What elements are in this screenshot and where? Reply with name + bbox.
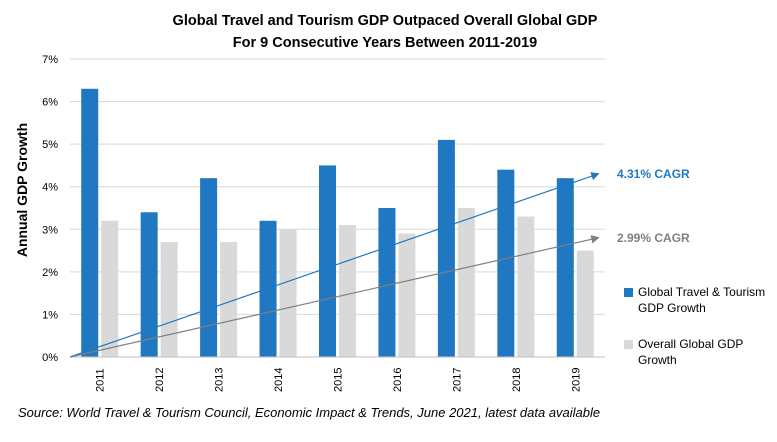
y-tick-label: 5% xyxy=(42,139,58,151)
bar-global-2017 xyxy=(457,208,475,357)
bar-travel-2013 xyxy=(200,178,218,357)
bar-travel-2018 xyxy=(497,169,515,357)
bar-global-2019 xyxy=(576,250,594,357)
y-tick-label: 1% xyxy=(42,309,58,321)
y-tick-label: 2% xyxy=(42,267,58,279)
x-tick-label: 2017 xyxy=(451,368,463,392)
bar-global-2014 xyxy=(279,229,297,357)
x-tick-label: 2014 xyxy=(273,368,285,392)
legend-label-travel: Global Travel & Tourism GDP Growth xyxy=(638,285,766,315)
y-tick-label: 7% xyxy=(42,54,58,66)
cagr-label-global: 2.99% CAGR xyxy=(617,231,690,245)
bar-travel-2015 xyxy=(319,165,336,357)
chart-title-line-1: Global Travel and Tourism GDP Outpaced O… xyxy=(172,13,598,29)
x-tick-label: 2018 xyxy=(511,368,523,392)
bar-travel-2017 xyxy=(437,139,455,357)
legend-swatch-global xyxy=(624,340,633,349)
bar-global-2013 xyxy=(220,242,238,357)
bar-global-2018 xyxy=(517,216,535,357)
bar-global-2012 xyxy=(160,242,178,357)
y-tick-label: 0% xyxy=(42,352,58,364)
bar-travel-2016 xyxy=(378,208,396,357)
x-tick-label: 2015 xyxy=(333,368,345,392)
bar-travel-2011 xyxy=(81,88,99,358)
x-tick-label: 2016 xyxy=(392,368,404,392)
x-tick-label: 2019 xyxy=(570,368,582,392)
y-tick-label: 4% xyxy=(42,182,58,194)
legend-swatch-travel xyxy=(624,288,633,297)
bar-global-2011 xyxy=(101,220,119,357)
x-tick-label: 2013 xyxy=(214,368,226,392)
chart-title-line-2: For 9 Consecutive Years Between 2011-201… xyxy=(232,35,538,51)
y-tick-label: 6% xyxy=(42,97,58,109)
source-note: Source: World Travel & Tourism Council, … xyxy=(18,405,601,420)
y-tick-label: 3% xyxy=(42,224,58,236)
bar-global-2016 xyxy=(398,233,416,357)
cagr-trend-global xyxy=(69,235,600,358)
bar-global-2015 xyxy=(339,225,356,357)
x-tick-label: 2011 xyxy=(95,368,107,392)
bar-travel-2019 xyxy=(556,178,574,357)
legend-label-global: Overall Global GDP Growth xyxy=(638,337,744,367)
bar-travel-2012 xyxy=(140,212,158,357)
cagr-label-travel: 4.31% CAGR xyxy=(617,167,690,181)
cagr-trend-travel xyxy=(69,172,600,358)
x-tick-label: 2012 xyxy=(154,368,166,392)
